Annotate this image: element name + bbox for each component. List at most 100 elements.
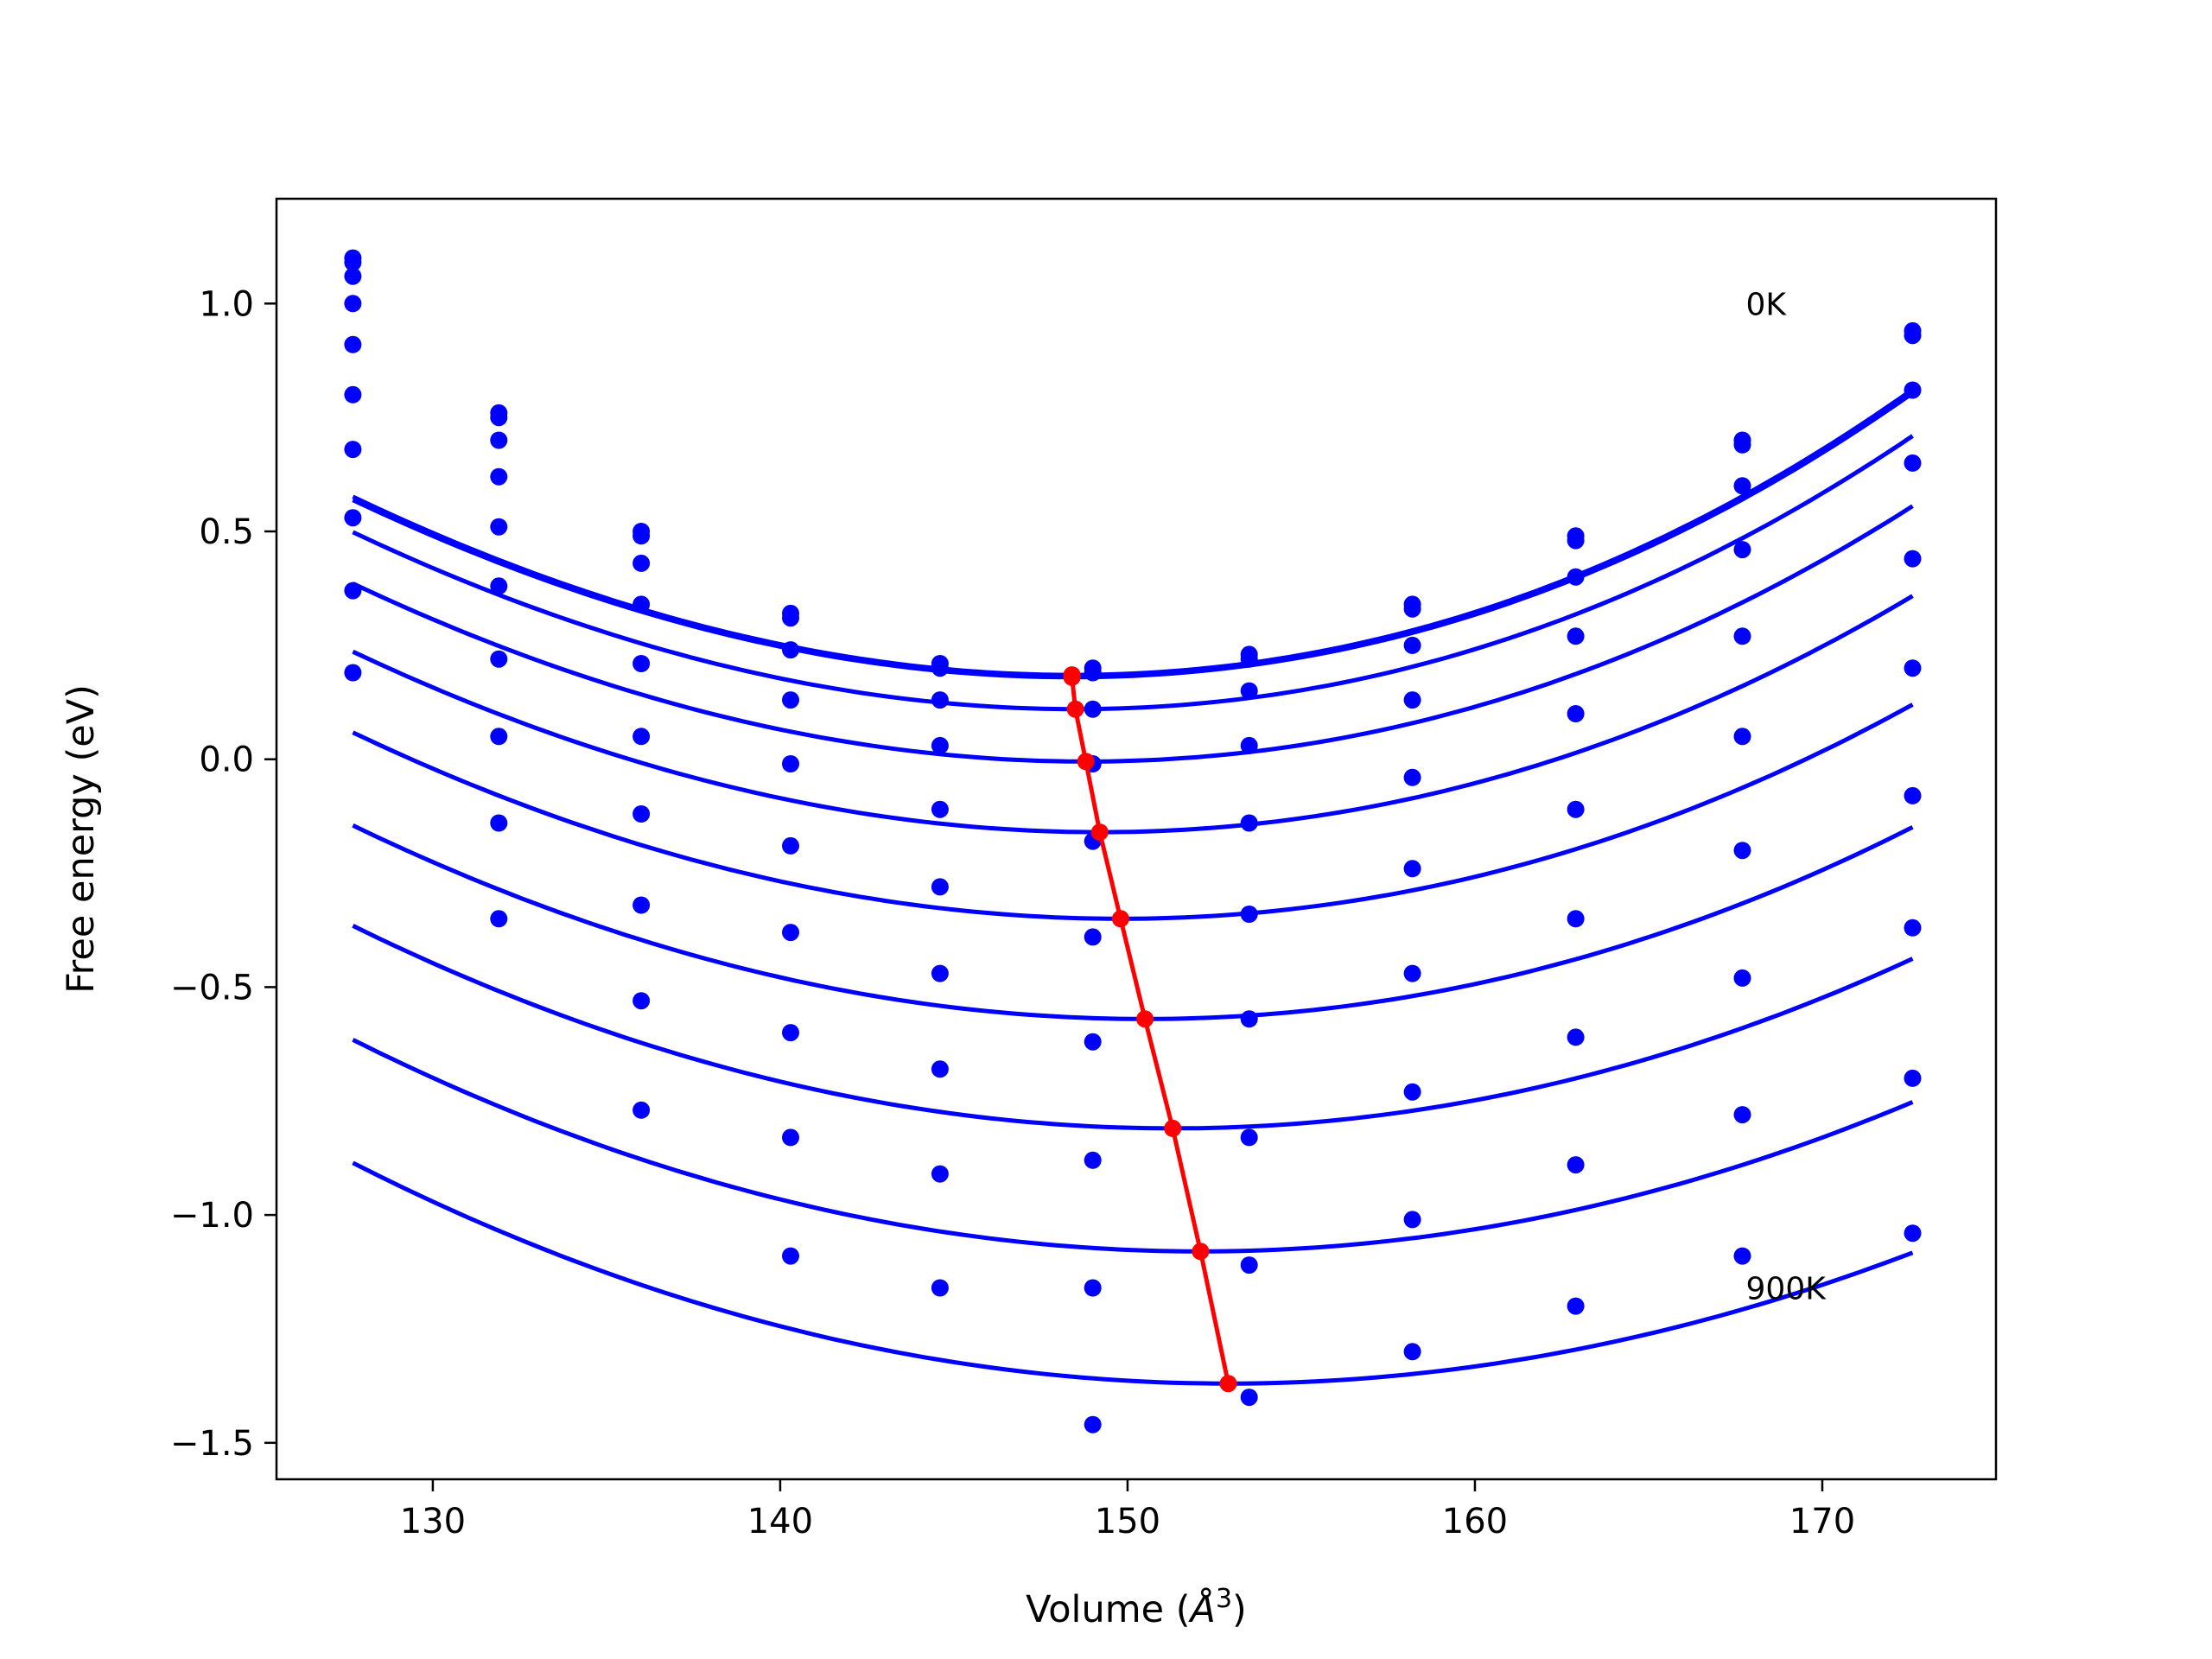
minima-line-group: [1063, 666, 1237, 1393]
data-point: [1904, 1224, 1922, 1243]
fit-curve-5: [352, 702, 1914, 921]
data-point: [1733, 728, 1751, 746]
data-point: [1084, 700, 1102, 718]
data-point: [1733, 842, 1751, 860]
temperature-annotation: 900K: [1746, 1271, 1827, 1306]
data-point: [1904, 454, 1922, 472]
data-point: [1084, 1033, 1102, 1051]
data-point: [344, 335, 362, 353]
data-point: [1240, 814, 1258, 832]
x-tick-label: 170: [1789, 1502, 1855, 1541]
data-point: [931, 964, 949, 982]
data-point: [1240, 736, 1258, 754]
data-point: [632, 805, 651, 823]
data-point: [1567, 1156, 1585, 1174]
data-point: [632, 728, 651, 746]
data-point: [1567, 1028, 1585, 1046]
data-point: [782, 641, 799, 659]
data-point: [1240, 1128, 1258, 1147]
data-point: [1567, 627, 1585, 645]
data-points: [344, 249, 1922, 1433]
data-point: [1403, 964, 1421, 982]
x-tick-label: 150: [1095, 1502, 1160, 1541]
data-point: [344, 253, 362, 271]
data-point: [344, 664, 362, 682]
y-axis: 1.0 0.5 0.0 −0.5 −1.0 −1.5: [170, 284, 276, 1464]
data-point: [1567, 531, 1585, 550]
data-point: [1403, 768, 1421, 786]
minimum-point: [1192, 1243, 1210, 1261]
data-point: [931, 1279, 949, 1297]
data-point: [782, 691, 799, 709]
x-axis-label: Volume (Å3): [1026, 1584, 1247, 1632]
x-tick-label: 140: [747, 1502, 813, 1541]
y-axis-label: Free energy (eV): [60, 684, 103, 994]
data-point: [632, 655, 651, 672]
data-point: [1084, 1279, 1102, 1297]
data-point: [1567, 800, 1585, 818]
fit-curve-3: [352, 504, 1914, 764]
data-point: [1403, 1083, 1421, 1101]
data-point: [490, 409, 508, 427]
minimum-point: [1066, 700, 1084, 718]
data-point: [632, 554, 651, 572]
data-point: [1733, 477, 1751, 495]
annotations: 0K 900K: [1746, 287, 1827, 1306]
data-point: [782, 924, 799, 942]
data-point: [490, 577, 508, 595]
minimum-point: [1063, 668, 1081, 686]
x-tick-label: 160: [1442, 1502, 1508, 1541]
plot-frame: [275, 197, 1998, 1481]
data-point: [1733, 435, 1751, 454]
y-tick-label: −1.5: [170, 1424, 254, 1464]
data-point: [1084, 1415, 1102, 1433]
data-point: [344, 509, 362, 527]
minima-line: [1070, 675, 1230, 1384]
y-tick-label: −1.0: [170, 1196, 254, 1236]
data-point: [931, 1165, 949, 1183]
data-point: [1567, 705, 1585, 722]
data-point: [1733, 1106, 1751, 1124]
fit-curve-2: [352, 434, 1914, 712]
minimum-point: [1077, 753, 1095, 771]
data-point: [1240, 682, 1258, 700]
data-point: [931, 800, 949, 818]
data-point: [1403, 636, 1421, 654]
data-point: [1904, 327, 1922, 345]
data-point: [1733, 969, 1751, 987]
data-point: [782, 609, 799, 627]
data-point: [1904, 1069, 1922, 1087]
y-tick-label: 0.5: [199, 512, 254, 552]
y-tick-label: 1.0: [199, 284, 254, 324]
data-point: [931, 1060, 949, 1078]
data-point: [632, 896, 651, 914]
minimum-point: [1111, 910, 1129, 928]
fit-curve-1: [352, 391, 1914, 680]
data-point: [931, 659, 949, 677]
data-point: [782, 1247, 799, 1265]
data-point: [632, 595, 651, 613]
fit-curves: [352, 387, 1914, 1386]
data-point: [931, 878, 949, 896]
x-axis: 130 140 150 160 170: [400, 1479, 1855, 1541]
data-point: [344, 582, 362, 600]
data-point: [490, 650, 508, 668]
data-point: [1403, 860, 1421, 878]
data-point: [490, 431, 508, 449]
data-point: [490, 728, 508, 746]
data-point: [344, 295, 362, 313]
data-point: [1733, 541, 1751, 559]
data-point: [1904, 550, 1922, 568]
data-point: [1084, 928, 1102, 946]
data-point: [1567, 910, 1585, 928]
data-point: [782, 836, 799, 855]
data-point: [490, 518, 508, 536]
fit-curve-4: [352, 594, 1914, 835]
data-point: [632, 992, 651, 1010]
x-tick-label: 130: [400, 1502, 466, 1541]
data-point: [1240, 650, 1258, 668]
data-point: [931, 736, 949, 754]
data-point: [344, 441, 362, 459]
data-point: [1733, 1247, 1751, 1265]
